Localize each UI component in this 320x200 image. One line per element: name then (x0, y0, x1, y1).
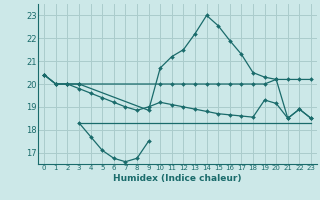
X-axis label: Humidex (Indice chaleur): Humidex (Indice chaleur) (113, 174, 242, 183)
